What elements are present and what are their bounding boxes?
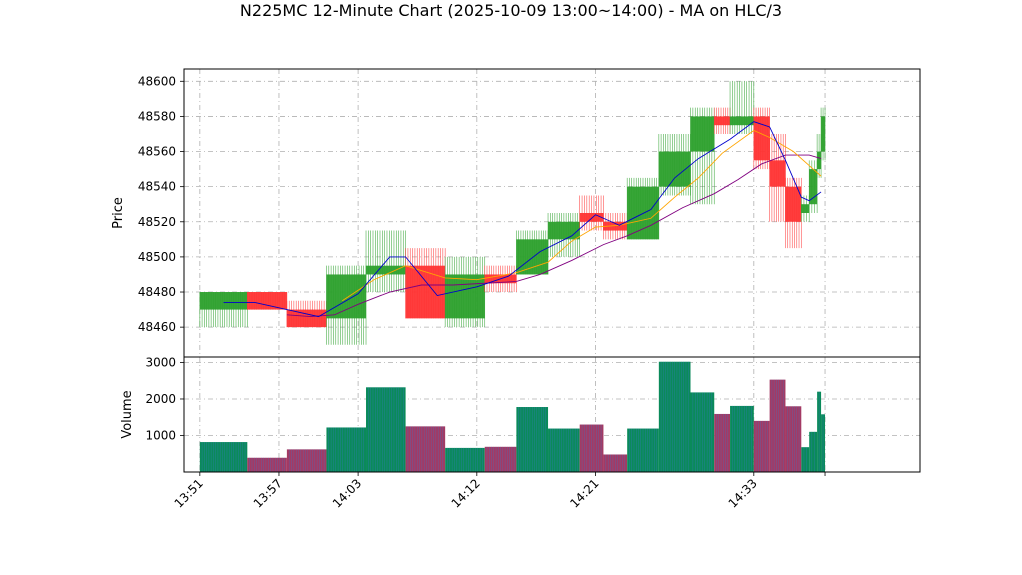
volume-bar <box>247 457 287 472</box>
volume-bar <box>405 426 446 472</box>
volume-bar-stripes <box>550 428 578 472</box>
price-y-tick-label: 48540 <box>138 180 176 194</box>
volume-bar-stripes <box>486 446 515 472</box>
volume-bar-stripes <box>660 361 689 472</box>
volume-bar-stripes <box>732 405 752 472</box>
candle-body <box>817 151 822 170</box>
volume-bar-stripes <box>201 442 246 472</box>
volume-bar <box>753 420 770 472</box>
price-y-tick-label: 48580 <box>138 109 176 123</box>
volume-bar-stripes <box>518 407 547 472</box>
candle-body <box>753 116 770 161</box>
volume-panel-frame <box>183 356 921 473</box>
candle-wick <box>690 107 715 205</box>
volume-bar <box>809 431 818 472</box>
volume-bar-stripes <box>328 427 364 472</box>
price-y-tick-label: 48600 <box>138 74 176 88</box>
candle-wick <box>729 81 755 134</box>
candle-body <box>199 292 248 310</box>
price-y-tick-label: 48480 <box>138 285 176 299</box>
volume-bar <box>326 427 367 472</box>
volume-bar <box>801 447 810 472</box>
x-tick-label: 14:12 <box>449 476 483 510</box>
volume-bar-stripes <box>811 431 815 472</box>
candle-body <box>821 116 826 152</box>
candle-body <box>714 116 731 126</box>
volume-bar <box>769 379 786 472</box>
volume-axis-label: Volume <box>120 390 135 438</box>
volume-bar <box>286 449 327 472</box>
volume-bar-stripes <box>803 447 807 472</box>
price-y-tick-label: 48560 <box>138 145 176 159</box>
chart-title: N225MC 12-Minute Chart (2025-10-09 13:00… <box>239 1 783 20</box>
candle-body <box>785 186 802 222</box>
volume-bar-stripes <box>288 449 325 472</box>
x-tick-label: 13:57 <box>251 476 285 510</box>
volume-bar-stripes <box>249 457 285 472</box>
volume-bar <box>714 413 731 472</box>
candle-body <box>366 265 406 275</box>
candle-body <box>326 274 367 319</box>
x-tick-label: 14:33 <box>726 476 760 510</box>
candle-body <box>548 221 580 240</box>
price-axis-label: Price <box>111 197 126 229</box>
candle-body <box>769 160 786 187</box>
volume-y-tick-label: 2000 <box>145 392 176 406</box>
volume-bar-stripes <box>407 426 444 472</box>
volume-y-tick-label: 1000 <box>145 428 176 442</box>
price-y-tick-label: 48520 <box>138 215 176 229</box>
price-y-tick-label: 48500 <box>138 250 176 264</box>
candle-body <box>809 169 818 205</box>
volume-bar <box>785 406 802 472</box>
candle-body <box>247 292 287 310</box>
volume-bar <box>445 447 485 472</box>
volume-bar-stripes <box>692 392 713 472</box>
volume-bar-stripes <box>581 424 602 472</box>
volume-bar-stripes <box>787 406 800 472</box>
candle-body <box>405 265 446 319</box>
volume-bar-stripes <box>605 454 626 472</box>
ma-fast-line <box>223 121 822 318</box>
x-tick-label: 14:03 <box>330 476 364 510</box>
candle-wick <box>365 230 406 293</box>
x-tick-label: 14:21 <box>567 476 601 510</box>
candle-body <box>516 239 549 275</box>
volume-bar-stripes <box>716 413 729 472</box>
ma-slow-line <box>286 154 822 318</box>
candle-body <box>801 204 810 213</box>
x-tick-label: 13:51 <box>172 476 206 510</box>
candle-body <box>730 116 754 126</box>
volume-bar <box>366 387 406 472</box>
price-y-tick-label: 48460 <box>138 320 176 334</box>
candle-body <box>603 221 628 231</box>
volume-y-tick-label: 3000 <box>145 355 176 369</box>
candle-body <box>445 274 485 319</box>
volume-bar-stripes <box>368 387 404 472</box>
candle-body <box>286 309 327 328</box>
volume-bar-stripes <box>771 379 784 472</box>
candle-body <box>579 213 604 222</box>
volume-bar <box>199 442 248 472</box>
volume-bar-stripes <box>447 447 483 472</box>
volume-bar-stripes <box>629 428 657 472</box>
candle-body <box>690 116 715 152</box>
volume-bar-stripes <box>755 420 768 472</box>
